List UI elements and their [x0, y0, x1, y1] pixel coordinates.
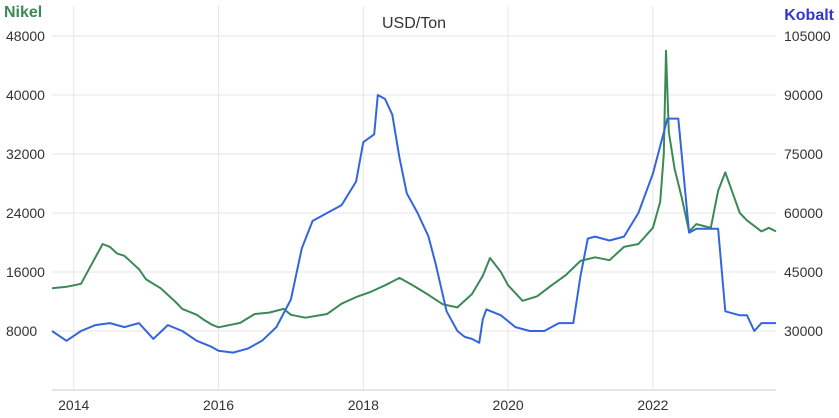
right-tick-label: 60000 — [784, 205, 823, 221]
x-tick-label: 2016 — [203, 397, 234, 413]
x-tick-label: 2020 — [493, 397, 524, 413]
left-axis-title: Nikel — [4, 4, 42, 21]
x-tick-label: 2018 — [348, 397, 379, 413]
series-layer — [51, 49, 777, 354]
series-line-kobalt — [51, 94, 776, 354]
right-tick-label: 30000 — [784, 323, 823, 339]
x-tick-label: 2014 — [58, 397, 89, 413]
grid-lines — [52, 6, 776, 390]
left-tick-label: 48000 — [6, 28, 45, 44]
right-tick-label: 105000 — [784, 28, 831, 44]
right-tick-label: 45000 — [784, 264, 823, 280]
x-tick-label: 2022 — [637, 397, 668, 413]
ticks-layer: 8000 16000 24000 32000 40000 48000 30000 45000 6… — [6, 28, 831, 413]
left-tick-label: 40000 — [6, 87, 45, 103]
right-tick-label: 75000 — [784, 146, 823, 162]
right-axis-title: Kobalt — [784, 7, 834, 24]
right-tick-label: 90000 — [784, 87, 823, 103]
left-tick-label: 32000 — [6, 146, 45, 162]
series-line-nikel — [51, 49, 777, 329]
left-tick-label: 8000 — [6, 323, 37, 339]
left-tick-label: 16000 — [6, 264, 45, 280]
chart-title: USD/Ton — [382, 15, 446, 32]
left-tick-label: 24000 — [6, 205, 45, 221]
